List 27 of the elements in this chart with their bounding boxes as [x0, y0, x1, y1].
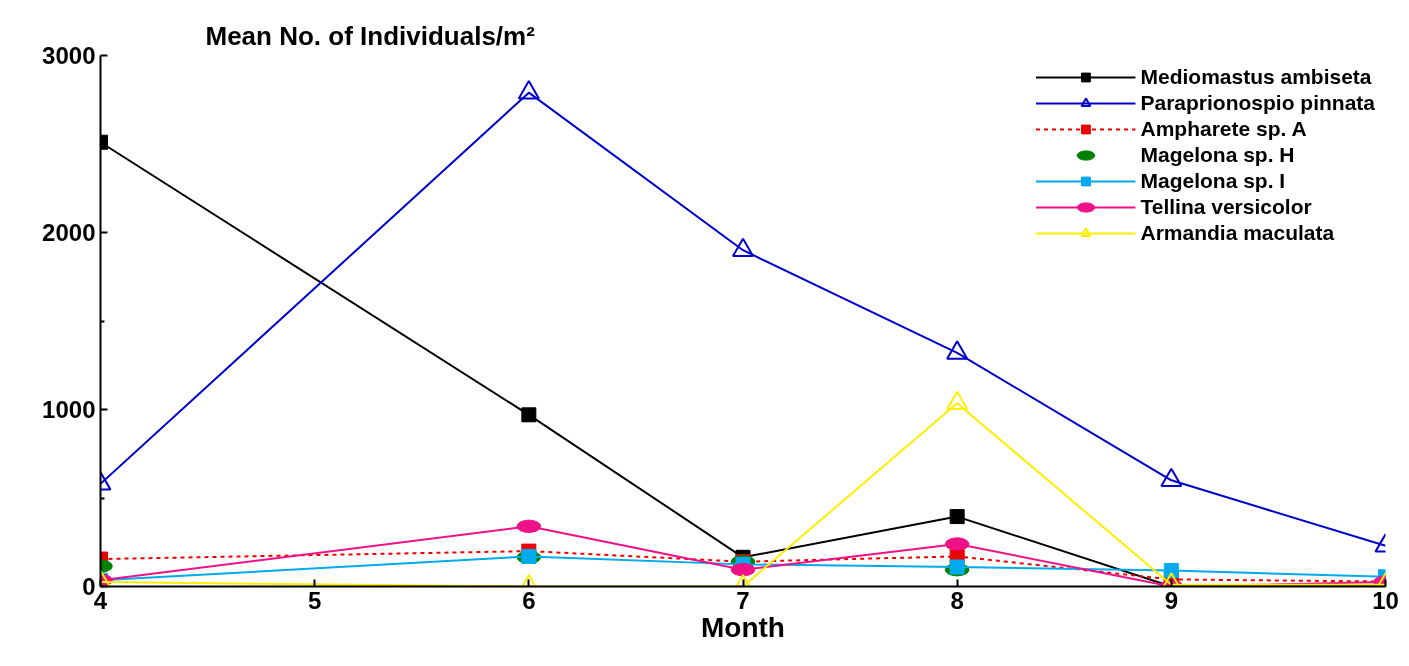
point — [946, 390, 969, 411]
legend-label: Magelona sp. I — [1140, 169, 1286, 193]
legend-label: Ampharete sp. A — [1140, 117, 1307, 141]
point — [521, 407, 537, 423]
point — [517, 80, 540, 100]
legend-label: Mediomastus ambiseta — [1140, 65, 1372, 89]
y-tick-label: 3000 — [42, 42, 96, 69]
point — [521, 548, 537, 564]
x-axis-title: Month — [701, 611, 785, 643]
y-tick-label: 2000 — [42, 219, 96, 246]
point — [732, 237, 754, 257]
y-tick-label: 0 — [82, 573, 96, 600]
point — [949, 559, 965, 575]
point — [946, 340, 969, 360]
x-tick-label: 7 — [736, 586, 750, 614]
x-tick-label: 9 — [1164, 586, 1179, 614]
y-tick-label: 1000 — [42, 396, 96, 423]
legend-label: Magelona sp. H — [1140, 143, 1295, 167]
legend-label: Paraprionospio pinnata — [1140, 91, 1375, 115]
x-tick-label: 5 — [307, 586, 322, 614]
x-tick-label: 10 — [1372, 586, 1399, 614]
point — [949, 509, 965, 525]
chart-title: Mean No. of Individuals/m² — [205, 20, 536, 51]
legend-label: Armandia maculata — [1140, 221, 1335, 245]
x-tick-label: 6 — [522, 586, 536, 614]
legend-label: Tellina versicolor — [1140, 195, 1312, 219]
x-tick-label: 8 — [950, 586, 964, 614]
